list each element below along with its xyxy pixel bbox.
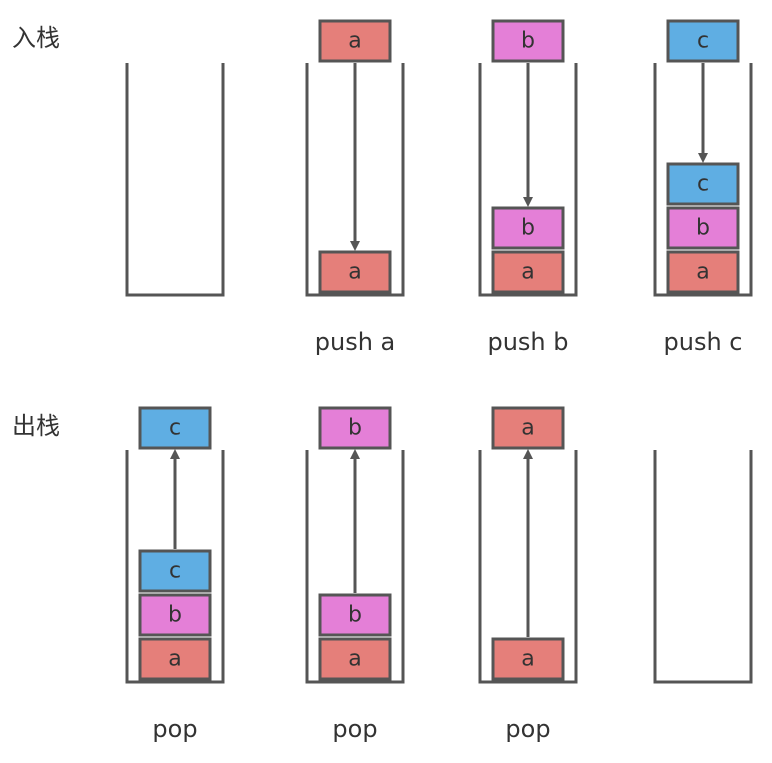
push-section-title: 入栈: [12, 24, 60, 52]
push-stack-3-item-b: b: [491, 206, 565, 250]
pop-stack-3-item-a-label: a: [521, 647, 534, 672]
pop-stack-1-item-c: c: [138, 549, 212, 593]
push-stack-3-item-b-label: b: [521, 216, 535, 241]
pop-stack-1-item-b: b: [138, 593, 212, 637]
pop-stack-1-item-a-label: a: [168, 647, 181, 672]
pop-caption-2: pop: [332, 715, 377, 743]
pop-stack-2-item-b-label: b: [348, 603, 362, 628]
pop-outgoing-a-label: a: [521, 416, 534, 441]
pop-stack-1-item-b-rect: [138, 593, 212, 637]
push-incoming-a: a: [318, 19, 392, 63]
pop-outgoing-b-rect: [318, 406, 392, 450]
pop-stack-4: [653, 450, 753, 684]
pop-stack-3-item-a-rect: [491, 637, 565, 681]
push-stack-2-item-a-label: a: [348, 260, 361, 285]
push-stack-1: [125, 63, 225, 297]
push-stack-4-item-a: a: [666, 250, 740, 294]
push-caption-3: push b: [487, 328, 568, 356]
push-stack-2-item-a-rect: [318, 250, 392, 294]
pop-stack-1-item-a-rect: [138, 637, 212, 681]
push-stack-4-item-c-label: c: [697, 172, 709, 197]
push-stack-3-item-b-rect: [491, 206, 565, 250]
pop-outgoing-c-label: c: [169, 416, 181, 441]
push-stack-4-item-c-rect: [666, 162, 740, 206]
pop-stack-2-item-b: b: [318, 593, 392, 637]
pop-caption-1: pop: [152, 715, 197, 743]
pop-outgoing-b: b: [318, 406, 392, 450]
pop-stack-2-item-a: a: [318, 637, 392, 681]
push-incoming-c-label: c: [697, 29, 709, 54]
push-stack-3-item-a: a: [491, 250, 565, 294]
push-incoming-b-rect: [491, 19, 565, 63]
push-stack-4-item-c: c: [666, 162, 740, 206]
pop-stack-1-item-a: a: [138, 637, 212, 681]
pop-stack-1-item-c-label: c: [169, 559, 181, 584]
push-stack-4-item-a-label: a: [696, 260, 709, 285]
pop-section-title: 出栈: [12, 412, 60, 440]
pop-stack-3: [478, 450, 578, 684]
push-stack-3-item-a-label: a: [521, 260, 534, 285]
pop-stack-1: [125, 450, 225, 684]
pop-outgoing-a-rect: [491, 406, 565, 450]
push-stack-3: [478, 63, 578, 297]
pop-stack-2: [305, 450, 405, 684]
push-caption-4: push c: [664, 328, 743, 356]
pop-caption-3: pop: [505, 715, 550, 743]
push-stack-4-item-b: b: [666, 206, 740, 250]
push-stack-4-item-b-label: b: [696, 216, 710, 241]
push-incoming-a-rect: [318, 19, 392, 63]
pop-outgoing-c-rect: [138, 406, 212, 450]
push-incoming-b: b: [491, 19, 565, 63]
push-caption-2: push a: [315, 328, 396, 356]
pop-stack-2-item-b-rect: [318, 593, 392, 637]
push-incoming-c: c: [666, 19, 740, 63]
push-stack-4: [653, 63, 753, 297]
push-stack-2: [305, 63, 405, 297]
pop-outgoing-b-label: b: [348, 416, 362, 441]
pop-outgoing-c: c: [138, 406, 212, 450]
push-stack-4-item-b-rect: [666, 206, 740, 250]
push-stack-4-item-a-rect: [666, 250, 740, 294]
push-stack-2-item-a: a: [318, 250, 392, 294]
pop-outgoing-a: a: [491, 406, 565, 450]
pop-stack-2-item-a-label: a: [348, 647, 361, 672]
push-incoming-c-rect: [666, 19, 740, 63]
push-stack-3-item-a-rect: [491, 250, 565, 294]
pop-stack-2-item-a-rect: [318, 637, 392, 681]
pop-stack-1-item-c-rect: [138, 549, 212, 593]
pop-stack-1-item-b-label: b: [168, 603, 182, 628]
push-incoming-b-label: b: [521, 29, 535, 54]
pop-stack-3-item-a: a: [491, 637, 565, 681]
push-incoming-a-label: a: [348, 29, 361, 54]
